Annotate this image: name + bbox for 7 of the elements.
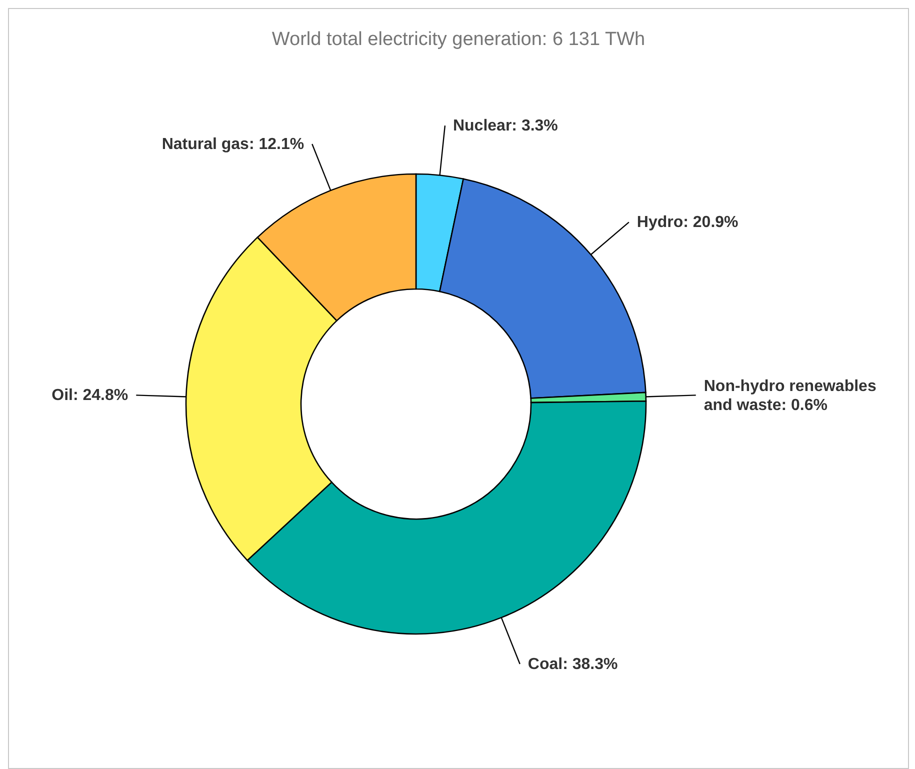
slice-label: Natural gas: 12.1% — [162, 136, 304, 153]
slice-label: Coal: 38.3% — [528, 656, 618, 674]
slice-label: Nuclear: 3.3% — [452, 118, 558, 135]
slice-label: Hydro: 20.9% — [636, 214, 738, 232]
slice-label: Non-hydro renewables and waste: 0.6% — [704, 378, 876, 414]
chart-title: World total electricity generation: 6 131 TWh — [270, 29, 646, 51]
slice-label: Oil: 24.8% — [52, 387, 128, 404]
